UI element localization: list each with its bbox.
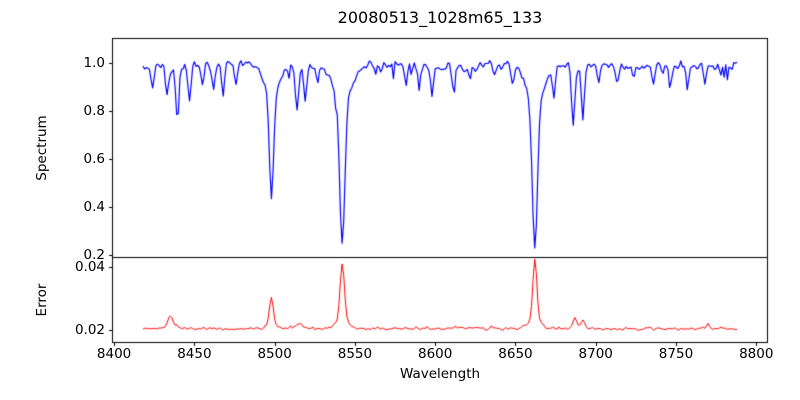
y-axis-label-spectrum: Spectrum [34, 115, 50, 181]
x-tick-label: 8600 [417, 346, 453, 362]
chart-title: 20080513_1028m65_133 [337, 8, 543, 27]
x-tick-label: 8800 [739, 346, 774, 362]
y-tick-label: 0.4 [83, 198, 105, 215]
y-tick-label: 0.8 [83, 102, 105, 119]
y-tick-label: 1.0 [83, 54, 105, 71]
x-tick-label: 8700 [578, 346, 613, 362]
x-tick-label: 8550 [337, 346, 373, 362]
y-tick-label: 0.04 [74, 258, 105, 275]
y-tick-label: 0.6 [83, 150, 105, 167]
x-tick-label: 8500 [257, 346, 292, 362]
x-tick-label: 8400 [96, 346, 132, 362]
x-axis-label: Wavelength [399, 366, 481, 382]
y-tick-label: 0.02 [74, 321, 105, 338]
x-tick-label: 8650 [498, 346, 533, 362]
x-tick-label: 8750 [658, 346, 694, 362]
y-tick-label: 0.2 [83, 247, 105, 264]
y-axis-label-error: Error [34, 283, 50, 317]
x-tick-label: 8450 [177, 346, 212, 362]
